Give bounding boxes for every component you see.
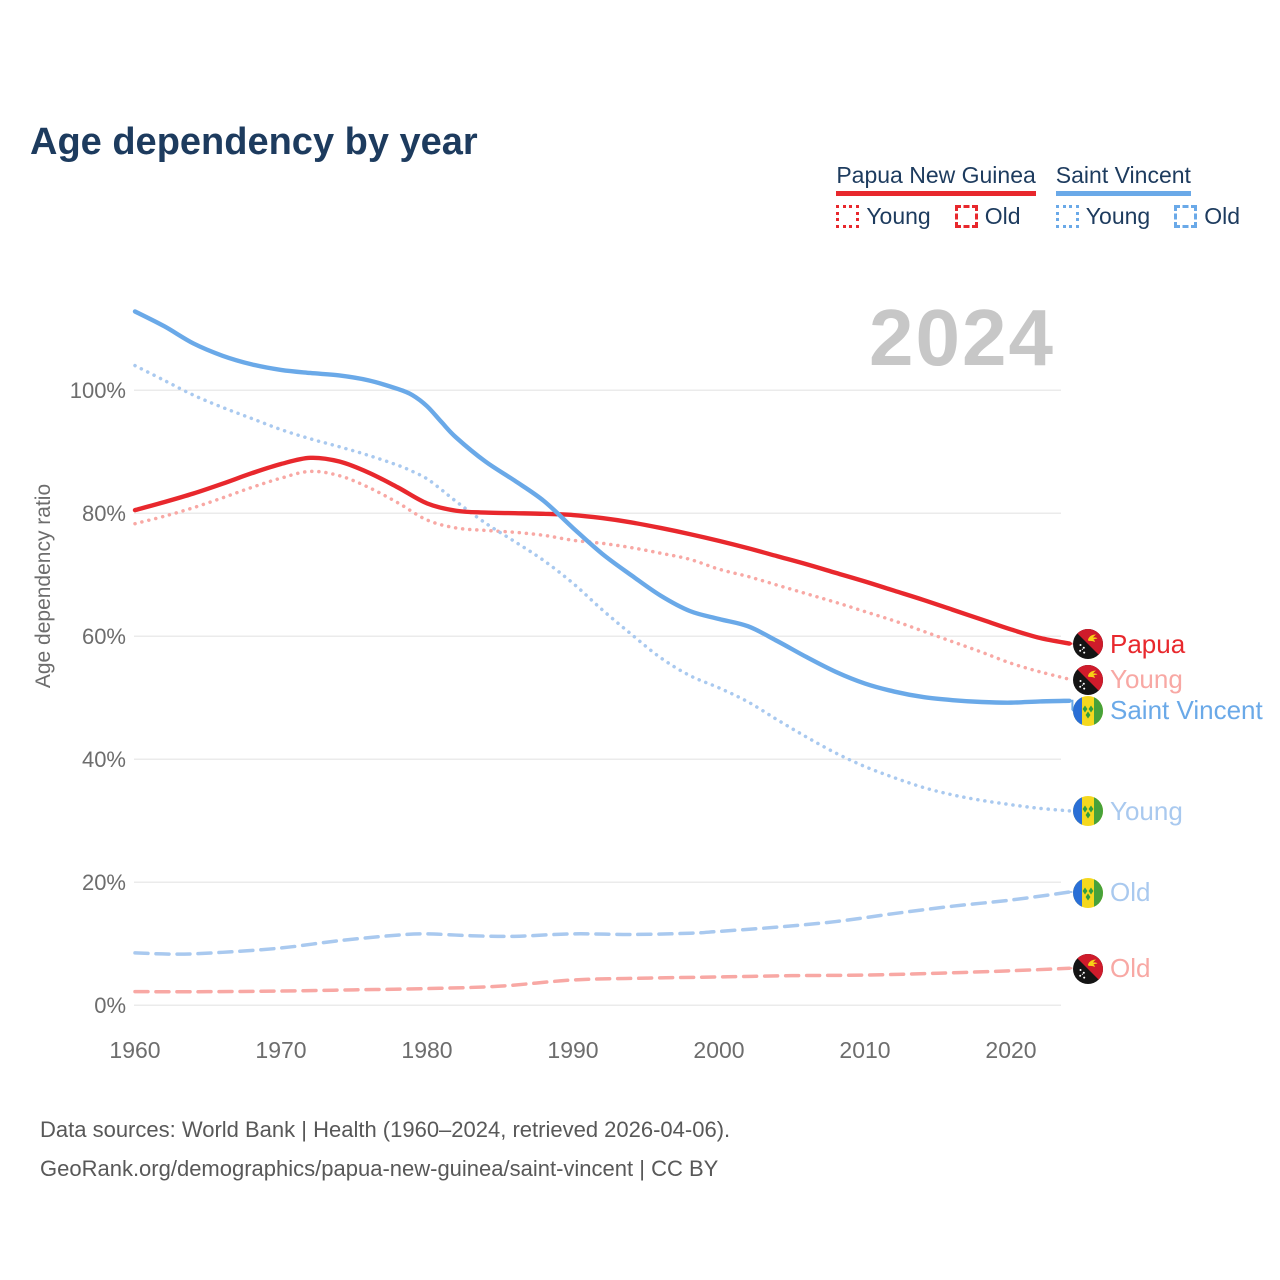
series-end-label-papua-new-guinea-young: Young (1073, 664, 1183, 695)
y-tick-40%: 40% (82, 747, 126, 772)
series-end-label-papua-new-guinea-old: Old (1073, 953, 1150, 984)
series-line-papua-new-guinea-old[interactable] (133, 966, 1072, 994)
y-tick-60%: 60% (82, 624, 126, 649)
series-line-papua-new-guinea-total[interactable] (132, 455, 1072, 646)
x-tick-2010: 2010 (839, 1037, 890, 1063)
series-end-label-saint-vincent-young: Young (1073, 796, 1183, 827)
series-line-saint-vincent-old[interactable] (133, 890, 1072, 956)
legend-country-saint-vincent[interactable]: Saint Vincent (1055, 162, 1191, 197)
legend-label-png-old[interactable]: Old (984, 203, 1021, 230)
series-end-label-text: Papua (1110, 628, 1186, 659)
legend-group-saint-vincent: Saint Vincent Young Old (1055, 162, 1240, 230)
x-tick-1960: 1960 (109, 1037, 160, 1063)
legend-swatch-sv-old-dashed-icon[interactable] (1174, 205, 1198, 229)
y-tick-80%: 80% (82, 501, 126, 526)
papua-new-guinea-flag-icon (1073, 953, 1103, 984)
label-connector-2 (1069, 699, 1074, 712)
legend-label-sv-young[interactable]: Young (1085, 203, 1151, 230)
series-end-label-saint-vincent-total: Saint Vincent (1073, 695, 1263, 726)
saint-vincent-flag-icon (1073, 695, 1103, 726)
series-line-papua-new-guinea-young[interactable] (133, 469, 1072, 681)
x-tick-2000: 2000 (693, 1037, 744, 1063)
series-end-label-text: Old (1110, 877, 1151, 908)
x-tick-2020: 2020 (985, 1037, 1036, 1063)
papua-new-guinea-flag-icon (1073, 664, 1103, 695)
saint-vincent-flag-icon (1073, 877, 1103, 908)
legend-swatch-sv-young-dotted-icon[interactable] (1055, 205, 1079, 229)
series-end-label-saint-vincent-old: Old (1073, 877, 1150, 908)
legend-label-png-young[interactable]: Young (866, 203, 931, 230)
legend-country-papua-new-guinea[interactable]: Papua New Guinea (836, 162, 1036, 197)
series-end-label-text: Old (1110, 953, 1151, 984)
legend-group-papua-new-guinea: Papua New Guinea Young Old (836, 162, 1036, 230)
papua-new-guinea-flag-icon (1073, 629, 1103, 660)
chart-legend: Papua New Guinea Young Old Saint Vincent… (836, 162, 1240, 230)
footer-sources: Data sources: World Bank | Health (1960–… (40, 1117, 731, 1142)
x-tick-1980: 1980 (401, 1037, 452, 1063)
y-tick-100%: 100% (70, 378, 126, 403)
series-line-saint-vincent-total[interactable] (132, 309, 1072, 705)
x-tick-1990: 1990 (547, 1037, 598, 1063)
series-end-label-text: Young (1110, 664, 1183, 695)
series-end-label-text: Saint Vincent (1110, 695, 1263, 726)
saint-vincent-flag-icon (1073, 796, 1103, 827)
page-title: Age dependency by year (30, 121, 478, 164)
footer: Data sources: World Bank | Health (1960–… (40, 1110, 730, 1188)
legend-swatch-png-old-dashed-icon[interactable] (954, 205, 978, 229)
legend-swatch-png-young-dotted-icon[interactable] (836, 205, 860, 229)
legend-label-sv-old[interactable]: Old (1204, 203, 1240, 230)
y-tick-0%: 0% (94, 993, 126, 1018)
year-watermark: 2024 (869, 293, 1055, 382)
series-end-label-papua-new-guinea-total: Papua (1073, 629, 1185, 660)
y-tick-20%: 20% (82, 870, 126, 895)
x-tick-1970: 1970 (255, 1037, 306, 1063)
series-end-label-text: Young (1110, 795, 1183, 826)
series-line-saint-vincent-young[interactable] (133, 363, 1072, 813)
footer-link[interactable]: GeoRank.org/demographics/papua-new-guine… (40, 1156, 719, 1181)
